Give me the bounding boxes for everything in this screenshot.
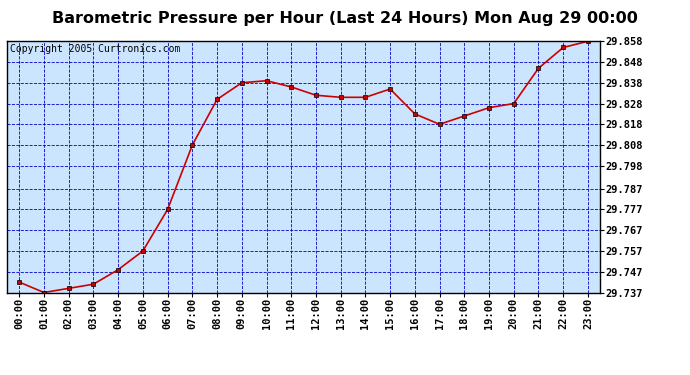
Text: Barometric Pressure per Hour (Last 24 Hours) Mon Aug 29 00:00: Barometric Pressure per Hour (Last 24 Ho… bbox=[52, 11, 638, 26]
Text: Copyright 2005 Curtronics.com: Copyright 2005 Curtronics.com bbox=[10, 44, 180, 54]
